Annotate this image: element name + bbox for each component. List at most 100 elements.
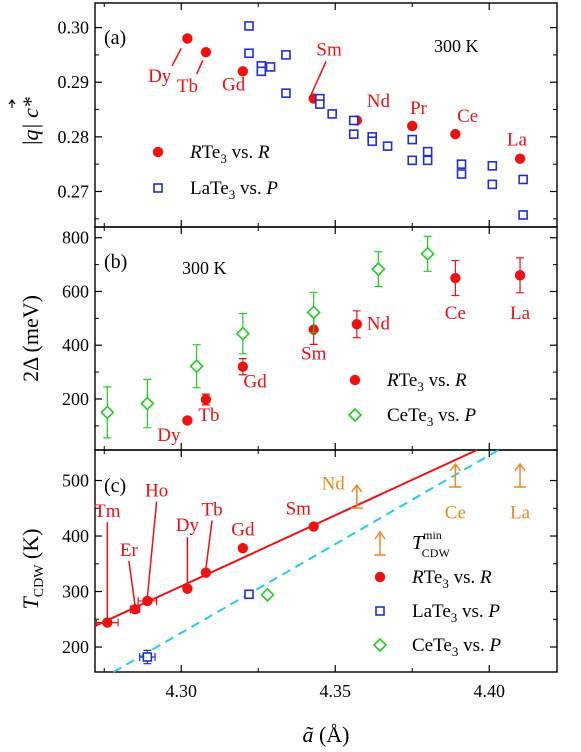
plot-frame: [94, 449, 558, 673]
point-label: Ce: [445, 303, 466, 324]
y-tick-label: 300: [62, 582, 89, 602]
data-point: [450, 128, 461, 140]
point-label: Ce: [445, 502, 466, 523]
data-point: [235, 326, 250, 341]
legend-text-tail-italic: R: [479, 567, 492, 588]
x-tick-label: 4.40: [473, 681, 505, 701]
data-point: [142, 652, 153, 662]
legend-marker: [372, 637, 388, 653]
data-point: [382, 141, 393, 151]
legend-text-main: T: [412, 532, 425, 554]
data-point: [351, 319, 362, 330]
data-point: [200, 46, 212, 58]
legend-text-sub: 3: [220, 151, 227, 166]
y-tick-label: 0.30: [58, 18, 90, 38]
legend-text-sub: CDW: [422, 546, 451, 560]
plot-frame: [94, 226, 558, 451]
y-tick-label: 0.27: [58, 181, 90, 201]
point-label: Dy: [176, 515, 200, 536]
data-point: [281, 50, 291, 60]
data-point: [449, 462, 462, 488]
y-tick-label: 600: [62, 281, 89, 301]
leader-line: [171, 47, 182, 67]
point-label: Tb: [177, 76, 198, 97]
legend-text-tail-italic: P: [488, 635, 501, 656]
x-label-unit: (Å): [313, 722, 349, 747]
y-tick-label: 400: [62, 335, 89, 355]
legend-text-sub: 3: [427, 414, 434, 429]
panel-label: (a): [104, 27, 126, 49]
data-point: [422, 155, 433, 166]
panel-label: (b): [104, 251, 127, 273]
leader-line: [128, 560, 136, 606]
y-axis-label: |q| c*: [18, 97, 43, 145]
data-point: [348, 129, 359, 139]
legend-text: Te: [399, 370, 418, 391]
data-point: [327, 109, 337, 119]
point-label: Gd: [222, 74, 246, 95]
point-label: La: [510, 502, 531, 523]
y-tick-label: 500: [62, 471, 89, 491]
legend-text: LaTe: [190, 178, 229, 199]
point-label: Gd: [231, 519, 255, 540]
data-point: [518, 174, 528, 185]
data-point: [200, 394, 212, 405]
y-label-q: q: [18, 129, 43, 140]
point-label: Tb: [201, 499, 222, 520]
data-point: [348, 115, 359, 126]
point-label: Er: [120, 540, 139, 561]
point-label: Dy: [148, 66, 172, 87]
x-tick-label: 4.30: [165, 681, 197, 701]
data-point: [306, 305, 321, 320]
data-point: [518, 210, 528, 220]
y-label-unit: (K): [18, 529, 43, 565]
data-point: [487, 179, 498, 190]
data-point: [102, 617, 113, 628]
data-point: [456, 159, 467, 169]
data-point: [140, 396, 155, 411]
legend-text-tail: vs.: [235, 178, 266, 199]
point-label: Nd: [322, 473, 346, 494]
temperature-annotation: 300 K: [434, 36, 479, 56]
data-point: [450, 272, 461, 284]
legend-text-sub: 3: [452, 644, 459, 659]
legend-text-sub: 3: [451, 610, 458, 625]
point-label: Sm: [316, 39, 342, 60]
x-label-symbol: ã: [302, 722, 313, 747]
data-point: [244, 589, 254, 600]
point-label: La: [510, 303, 531, 324]
legend-marker: [374, 571, 386, 583]
data-point: [182, 33, 193, 44]
legend-label: CeTe3 vs. P: [387, 405, 476, 429]
legend-text-italic: R: [411, 567, 424, 588]
legend-text-sub: 3: [229, 187, 236, 202]
y-label-rest: | c*: [18, 97, 43, 129]
data-point: [487, 161, 498, 171]
legend-label: CeTe3 vs. P: [412, 635, 501, 659]
legend-text-tail: vs.: [424, 370, 455, 391]
x-axis-label: ã (Å): [302, 722, 349, 747]
data-point: [420, 246, 435, 261]
point-label: Sm: [286, 498, 312, 519]
legend-text-sup: min: [423, 528, 442, 542]
leader-line: [195, 60, 204, 75]
legend-text-tail-italic: R: [454, 370, 467, 391]
leader-line: [205, 520, 213, 569]
data-point: [315, 99, 325, 109]
data-point: [142, 595, 153, 607]
leader-line: [146, 501, 158, 598]
y-axis-label: 2Δ (meV): [18, 295, 43, 382]
legend-label: RTe3 vs. R: [386, 370, 467, 394]
data-point: [265, 62, 276, 72]
point-label: Ce: [457, 106, 478, 127]
legend-marker: [349, 374, 361, 386]
legend-text: CeTe: [387, 405, 427, 426]
point-label: Sm: [301, 343, 327, 364]
legend-text: LaTe: [412, 601, 451, 622]
point-label: Pr: [410, 98, 428, 119]
legend-text-tail-italic: R: [257, 142, 270, 163]
legend-text-tail: vs.: [458, 635, 489, 656]
legend-text: Te: [202, 142, 221, 163]
legend-text-tail: vs.: [433, 405, 464, 426]
